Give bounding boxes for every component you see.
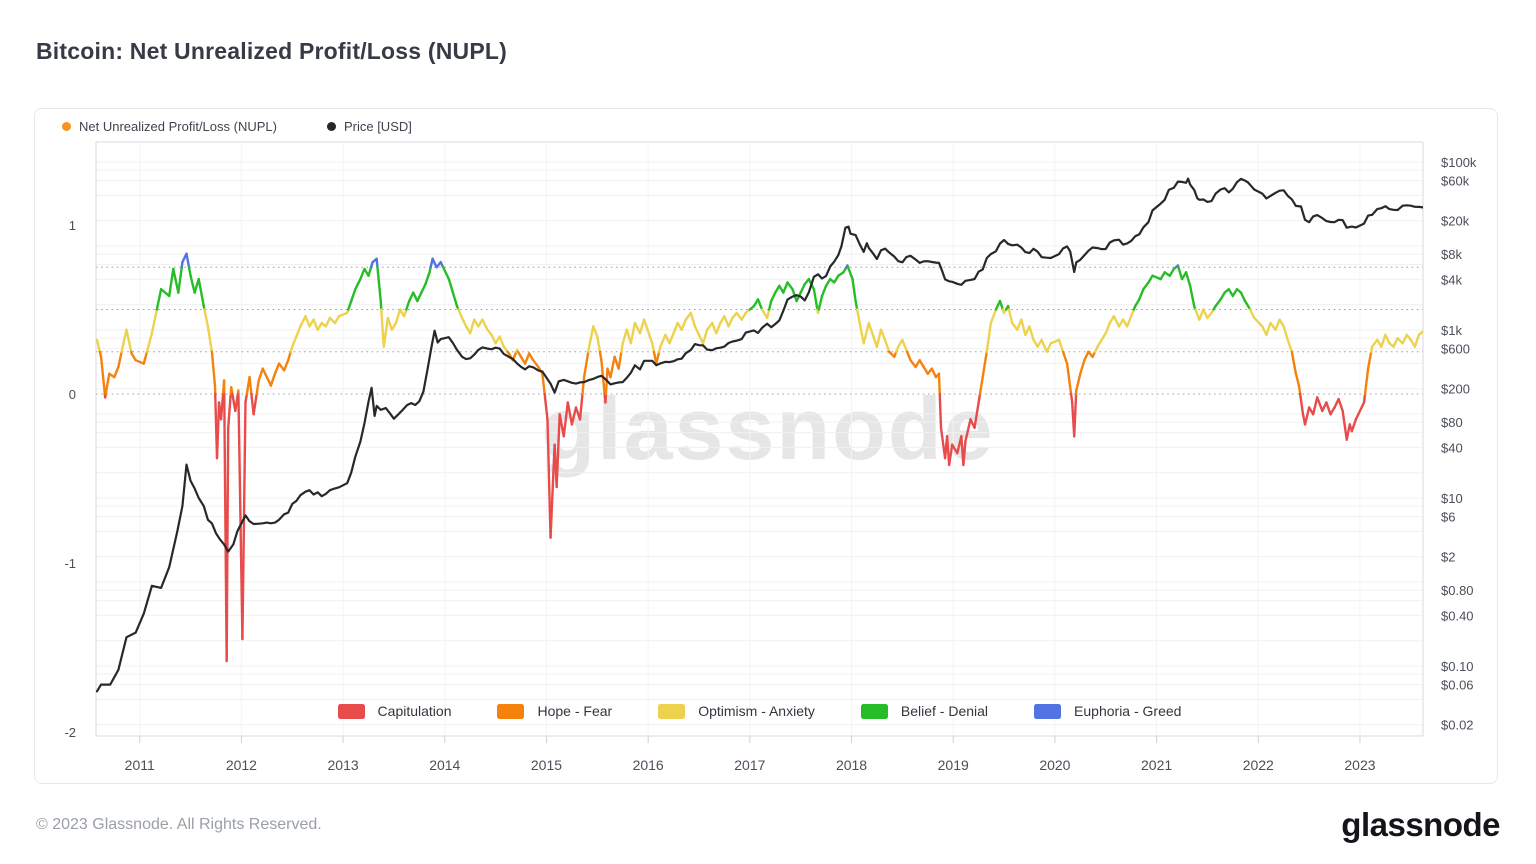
band-label-capitulation: Capitulation — [377, 703, 452, 719]
band-legend-item-capitulation[interactable]: Capitulation — [337, 703, 452, 719]
svg-text:$4k: $4k — [1441, 272, 1462, 287]
euphoria-greed-swatch-icon — [1034, 703, 1062, 719]
legend-item-price[interactable]: Price [USD] — [326, 119, 412, 134]
svg-text:2019: 2019 — [938, 757, 969, 773]
svg-text:2022: 2022 — [1243, 757, 1274, 773]
band-legend-item-hope-fear[interactable]: Hope - Fear — [497, 703, 612, 719]
svg-text:2016: 2016 — [633, 757, 664, 773]
legend-item-nupl-label: Net Unrealized Profit/Loss (NUPL) — [79, 119, 277, 134]
copyright-text: © 2023 Glassnode. All Rights Reserved. — [36, 816, 322, 833]
svg-text:$80: $80 — [1441, 415, 1463, 430]
capitulation-swatch-icon — [337, 703, 365, 719]
belief-denial-swatch-icon — [860, 703, 888, 719]
plot-spines — [95, 141, 1424, 737]
svg-text:2018: 2018 — [836, 757, 867, 773]
year-gridlines — [139, 142, 1361, 736]
x-axis-tick-marks — [139, 736, 1361, 743]
svg-text:2012: 2012 — [226, 757, 257, 773]
svg-text:$0.10: $0.10 — [1441, 659, 1474, 674]
svg-text:$600: $600 — [1441, 342, 1470, 357]
svg-text:2014: 2014 — [429, 757, 460, 773]
svg-text:$8k: $8k — [1441, 247, 1462, 262]
legend-item-price-label: Price [USD] — [343, 119, 412, 134]
svg-text:0: 0 — [69, 387, 76, 402]
svg-text:-1: -1 — [64, 556, 76, 571]
band-legend-item-belief-denial[interactable]: Belief - Denial — [860, 703, 989, 719]
svg-text:$0.02: $0.02 — [1441, 718, 1474, 733]
svg-text:$40: $40 — [1441, 440, 1463, 455]
svg-text:$1k: $1k — [1441, 323, 1462, 338]
svg-text:2023: 2023 — [1344, 757, 1375, 773]
price-series-dot-icon — [326, 122, 336, 131]
svg-text:2020: 2020 — [1039, 757, 1070, 773]
hope-fear-swatch-icon — [497, 703, 525, 719]
svg-text:2015: 2015 — [531, 757, 562, 773]
glassnode-logo[interactable]: glassnode — [1341, 806, 1500, 843]
optimism-anxiety-swatch-icon — [658, 703, 686, 719]
svg-text:$6: $6 — [1441, 510, 1455, 525]
svg-text:1: 1 — [69, 218, 76, 233]
svg-text:-2: -2 — [64, 725, 76, 740]
band-label-belief-denial: Belief - Denial — [900, 703, 989, 719]
svg-text:$0.40: $0.40 — [1441, 608, 1474, 623]
price-line[interactable] — [96, 177, 1423, 693]
legend-item-nupl[interactable]: Net Unrealized Profit/Loss (NUPL) — [62, 119, 277, 134]
glassnode-watermark: glassnode — [541, 379, 995, 478]
svg-text:$200: $200 — [1441, 382, 1470, 397]
price-axis-labels: $100k $60k $20k $8k $4k $1k $600 $200 $80 $40 $10 $… — [1441, 155, 1477, 733]
band-label-euphoria-greed: Euphoria - Greed — [1074, 703, 1182, 719]
nupl-axis-labels: 1 0 -1 -2 — [64, 218, 76, 740]
band-legend-item-optimism-anxiety[interactable]: Optimism - Anxiety — [658, 703, 815, 719]
nupl-series-dot-icon — [62, 122, 71, 131]
band-label-hope-fear: Hope - Fear — [537, 703, 613, 719]
svg-text:$10: $10 — [1441, 491, 1463, 506]
svg-text:$20k: $20k — [1441, 214, 1470, 229]
svg-text:$2: $2 — [1441, 550, 1455, 565]
top-legend: Net Unrealized Profit/Loss (NUPL) Price … — [62, 119, 412, 134]
svg-text:2013: 2013 — [328, 757, 359, 773]
svg-text:2021: 2021 — [1141, 757, 1172, 773]
svg-text:$0.06: $0.06 — [1441, 678, 1474, 693]
band-legend-item-euphoria-greed[interactable]: Euphoria - Greed — [1034, 703, 1181, 719]
svg-text:$100k: $100k — [1441, 155, 1477, 170]
band-legend: Capitulation Hope - Fear Optimism - Anxi… — [96, 703, 1423, 719]
price-gridlines — [96, 161, 1423, 726]
svg-text:$60k: $60k — [1441, 174, 1470, 189]
year-axis-labels: 2011 2012 2013 2014 2015 2016 2017 2018 2019 2020… — [125, 757, 1376, 773]
svg-text:2011: 2011 — [125, 757, 155, 773]
band-label-optimism-anxiety: Optimism - Anxiety — [698, 703, 815, 719]
page-title: Bitcoin: Net Unrealized Profit/Loss (NUP… — [36, 38, 507, 64]
nupl-line[interactable] — [96, 252, 1423, 663]
svg-text:2017: 2017 — [734, 757, 765, 773]
svg-text:$0.80: $0.80 — [1441, 583, 1474, 598]
